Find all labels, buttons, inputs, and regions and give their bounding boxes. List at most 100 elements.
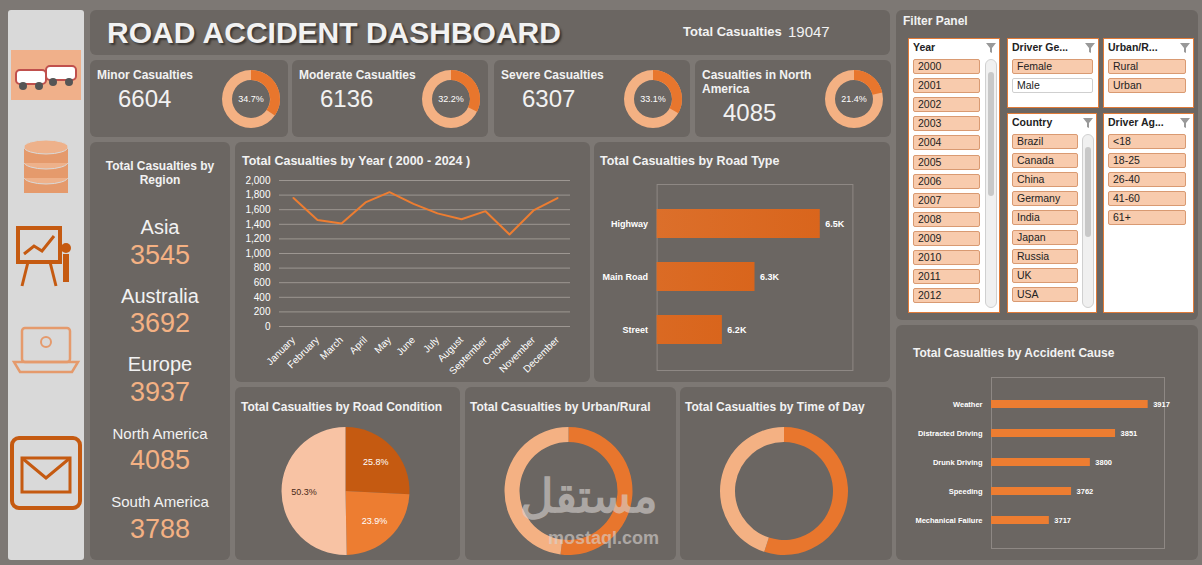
html-text:Filter Panel: Filter Panel	[903, 14, 968, 28]
html-text:Total Casualties by Road Type: Total Casualties by Road Type	[600, 154, 780, 168]
html-text:Total Casualties by Road Condi: Total Casualties by Road Condition	[241, 400, 443, 414]
html-text:6307: 6307	[522, 85, 576, 112]
html-text:2008: 2008	[918, 212, 942, 225]
html-text:Urban: Urban	[1113, 79, 1142, 92]
html-text:Total Casualties by Accident C: Total Casualties by Accident Cause	[913, 346, 1115, 360]
svg-text:October: October	[480, 334, 514, 368]
svg-text:34.7%: 34.7%	[238, 94, 264, 104]
svg-text:Main Road: Main Road	[603, 272, 649, 282]
svg-text:June: June	[394, 334, 417, 357]
html-text:2011: 2011	[918, 270, 941, 283]
html-text:3692: 3692	[130, 308, 190, 339]
html-text:مستقل: مستقل	[520, 470, 658, 522]
svg-text:Distracted Driving: Distracted Driving	[918, 429, 983, 438]
html-text:Minor Casualties: Minor Casualties	[97, 68, 193, 82]
svg-text:2,000: 2,000	[245, 175, 270, 186]
html-text:Casualties in North America: Casualties in North America	[702, 68, 812, 96]
html-text:Canada: Canada	[1017, 154, 1054, 167]
svg-text:200: 200	[254, 306, 271, 317]
html-text:Total Casualties by Year ( 200: Total Casualties by Year ( 2000 - 2024 )	[242, 154, 471, 168]
html-text:2007: 2007	[918, 193, 942, 206]
html-text:UK: UK	[1017, 268, 1032, 281]
svg-text:Weather: Weather	[953, 400, 983, 409]
svg-text:3851: 3851	[1121, 429, 1138, 438]
html-text:Total Casualties by Urban/Rura: Total Casualties by Urban/Rural	[470, 400, 651, 414]
svg-text:6.5K: 6.5K	[825, 219, 845, 229]
html-text:Germany: Germany	[1017, 192, 1061, 205]
svg-text:23.9%: 23.9%	[362, 516, 388, 526]
svg-text:March: March	[318, 334, 345, 361]
html-text:3788: 3788	[130, 513, 190, 544]
html-text:2003: 2003	[918, 117, 942, 130]
svg-text:32.2%: 32.2%	[438, 94, 464, 104]
svg-text:1,800: 1,800	[245, 189, 270, 200]
html-text:6604: 6604	[118, 85, 172, 112]
svg-text:3717: 3717	[1054, 516, 1071, 525]
html-text:Moderate Casualties: Moderate Casualties	[299, 68, 416, 82]
html-text:Russia: Russia	[1017, 249, 1050, 262]
html-text:2012: 2012	[918, 289, 942, 302]
svg-text:Highway: Highway	[611, 219, 648, 229]
svg-text:Mechanical Failure: Mechanical Failure	[915, 516, 982, 525]
svg-text:0: 0	[265, 321, 271, 332]
svg-text:September: September	[446, 334, 490, 377]
svg-text:600: 600	[254, 277, 271, 288]
html-text:ROAD ACCIDENT DASHBOARD: ROAD ACCIDENT DASHBOARD	[107, 16, 561, 49]
html-text:2006: 2006	[918, 174, 942, 187]
html-text:mostaql.com: mostaql.com	[548, 528, 659, 548]
html-text:26-40: 26-40	[1113, 173, 1140, 186]
svg-text:50.3%: 50.3%	[291, 487, 317, 497]
svg-text:December: December	[521, 334, 562, 375]
svg-text:January: January	[264, 334, 298, 368]
html-text:6136: 6136	[320, 85, 374, 112]
svg-text:6.2K: 6.2K	[727, 325, 747, 335]
html-text:19047: 19047	[788, 23, 830, 40]
svg-text:1,000: 1,000	[245, 248, 270, 259]
svg-text:Drunk Driving: Drunk Driving	[933, 458, 983, 467]
svg-text:February: February	[285, 334, 321, 370]
svg-text:800: 800	[254, 262, 271, 273]
svg-text:August: August	[435, 334, 466, 364]
svg-text:3917: 3917	[1153, 400, 1170, 409]
html-text:4085: 4085	[723, 99, 777, 126]
svg-text:1,200: 1,200	[245, 233, 270, 244]
html-text:3545: 3545	[130, 239, 190, 270]
html-text:Asia: Asia	[140, 216, 180, 238]
svg-text:33.1%: 33.1%	[640, 94, 666, 104]
svg-text:Speeding: Speeding	[949, 487, 983, 496]
html-text:2005: 2005	[918, 155, 942, 168]
html-text:Total Casualties: Total Casualties	[683, 24, 782, 39]
svg-text:25.8%: 25.8%	[363, 457, 389, 467]
svg-text:21.4%: 21.4%	[841, 94, 867, 104]
svg-text:3800: 3800	[1095, 458, 1112, 467]
svg-text:Street: Street	[623, 325, 649, 335]
html-text:Europe: Europe	[127, 353, 193, 375]
html-text:Total Casualties by Time of Da: Total Casualties by Time of Day	[685, 400, 865, 414]
html-text:4085: 4085	[130, 445, 190, 476]
html-text:2002: 2002	[918, 98, 942, 111]
html-text:18-25: 18-25	[1113, 154, 1140, 167]
html-text:2009: 2009	[918, 231, 942, 244]
html-text:3937: 3937	[130, 376, 190, 407]
html-text:India: India	[1017, 211, 1040, 224]
html-text:North America: North America	[112, 424, 208, 442]
html-text:USA: USA	[1017, 287, 1039, 300]
svg-text:1,600: 1,600	[245, 204, 270, 215]
svg-text:November: November	[496, 334, 538, 375]
html-text:Severe Casualties: Severe Casualties	[501, 68, 604, 82]
html-text:Male: Male	[1017, 79, 1040, 92]
svg-text:April: April	[347, 334, 369, 356]
html-text:2001: 2001	[918, 79, 942, 92]
html-text:Total Casualties by Region: Total Casualties by Region	[105, 159, 215, 187]
svg-text:6.3K: 6.3K	[760, 272, 780, 282]
svg-text:1,400: 1,400	[245, 219, 270, 230]
svg-text:400: 400	[254, 292, 271, 303]
html-text:South America: South America	[111, 493, 209, 510]
html-text:Australia: Australia	[121, 284, 199, 307]
svg-text:3762: 3762	[1077, 487, 1094, 496]
html-text:2004: 2004	[918, 136, 942, 149]
svg-text:May: May	[372, 334, 393, 355]
svg-text:July: July	[421, 334, 441, 354]
html-text:China: China	[1017, 173, 1045, 186]
html-text:Japan: Japan	[1017, 230, 1046, 243]
